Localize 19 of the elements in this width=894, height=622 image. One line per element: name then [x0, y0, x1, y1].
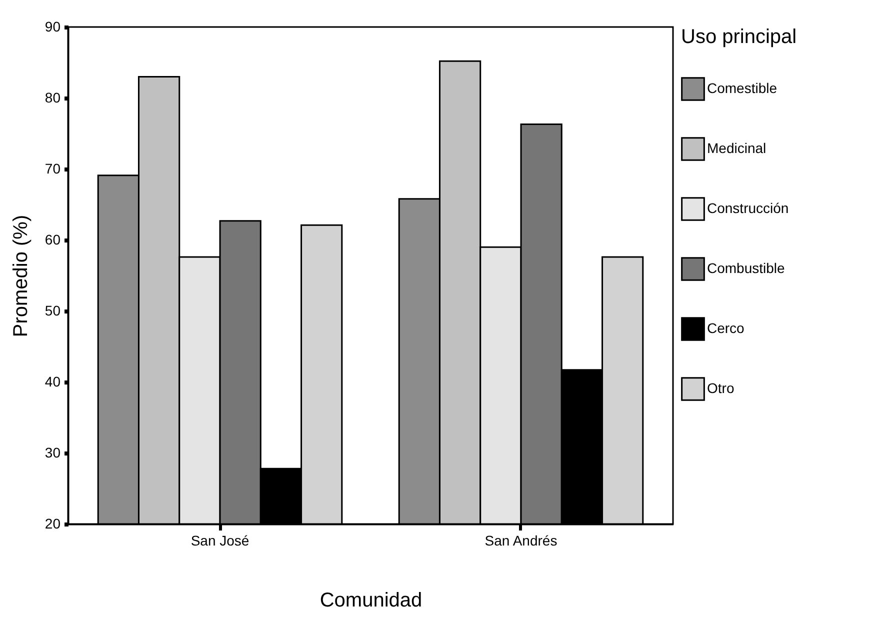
- y-tick-label: 60: [44, 232, 61, 248]
- y-tick-label: 20: [44, 516, 61, 532]
- y-axis-title: Promedio (%): [10, 214, 32, 338]
- legend-label: Construcción: [707, 200, 789, 216]
- x-tick-label: San Andrés: [484, 532, 558, 548]
- y-tick-label: 40: [44, 374, 61, 390]
- legend-label: Otro: [707, 380, 734, 396]
- x-axis-title: Comunidad: [320, 590, 422, 612]
- y-tick-label: 80: [44, 90, 61, 106]
- legend-label: Comestible: [707, 80, 778, 96]
- y-tick-label: 30: [44, 444, 61, 460]
- y-tick-label: 70: [44, 160, 61, 176]
- y-tick-label: 50: [44, 302, 61, 318]
- legend-title: Uso principal: [681, 26, 797, 48]
- legend-label: Medicinal: [707, 140, 766, 156]
- x-tick-label: San José: [190, 532, 250, 548]
- legend-label: Combustible: [707, 260, 786, 276]
- legend-label: Cerco: [707, 320, 745, 336]
- y-tick-label: 90: [44, 18, 61, 34]
